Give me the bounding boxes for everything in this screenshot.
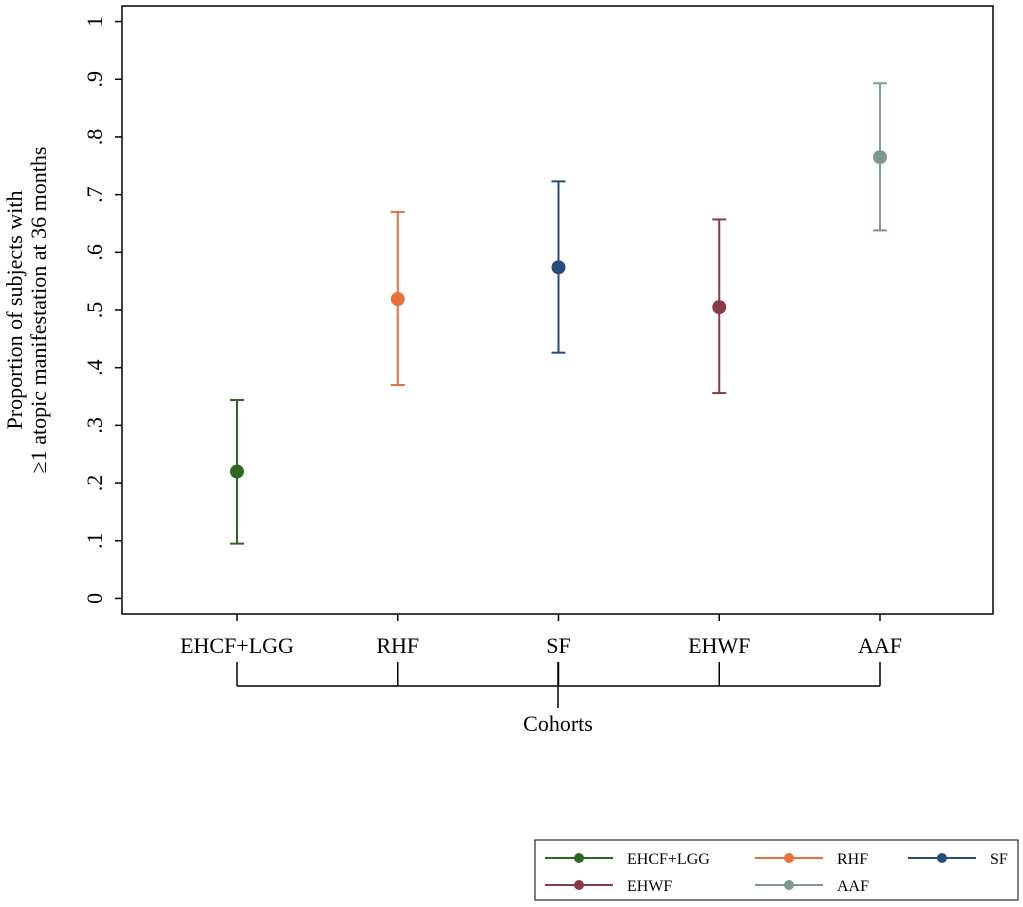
x-tick-label: SF [546, 633, 570, 658]
y-axis-title: Proportion of subjects with [2, 191, 27, 430]
y-tick-label: 0 [82, 593, 107, 604]
x-tick-label: AAF [858, 633, 902, 658]
y-tick-label: .7 [82, 186, 107, 203]
y-tick-label: .6 [82, 244, 107, 261]
legend-label: EHCF+LGG [627, 851, 710, 868]
legend-marker [574, 880, 584, 890]
legend-label: AAF [837, 878, 869, 895]
legend-label: RHF [837, 851, 868, 868]
legend-marker [937, 853, 947, 863]
legend-box [534, 839, 1019, 901]
legend-marker [784, 853, 794, 863]
legend-label: EHWF [627, 878, 672, 895]
x-tick-label: EHCF+LGG [180, 633, 294, 658]
legend-label: SF [990, 851, 1008, 868]
y-tick-label: .1 [82, 532, 107, 549]
y-axis-title: ≥1 atopic manifestation at 36 months [26, 147, 51, 474]
point [390, 292, 405, 307]
y-tick-label: .2 [82, 475, 107, 492]
y-tick-label: .8 [82, 129, 107, 146]
y-tick-label: 1 [82, 16, 107, 27]
y-tick-label: .3 [82, 417, 107, 434]
point [712, 300, 727, 315]
y-tick-label: .9 [82, 71, 107, 88]
x-axis-title: Cohorts [523, 711, 593, 736]
y-tick-label: .4 [82, 359, 107, 376]
x-tick-label: RHF [376, 633, 419, 658]
point [551, 260, 566, 275]
point [230, 464, 244, 479]
point [873, 150, 887, 165]
y-tick-label: .5 [82, 302, 107, 319]
legend-marker [574, 853, 584, 863]
legend-marker [784, 880, 794, 890]
x-tick-label: EHWF [688, 633, 750, 658]
